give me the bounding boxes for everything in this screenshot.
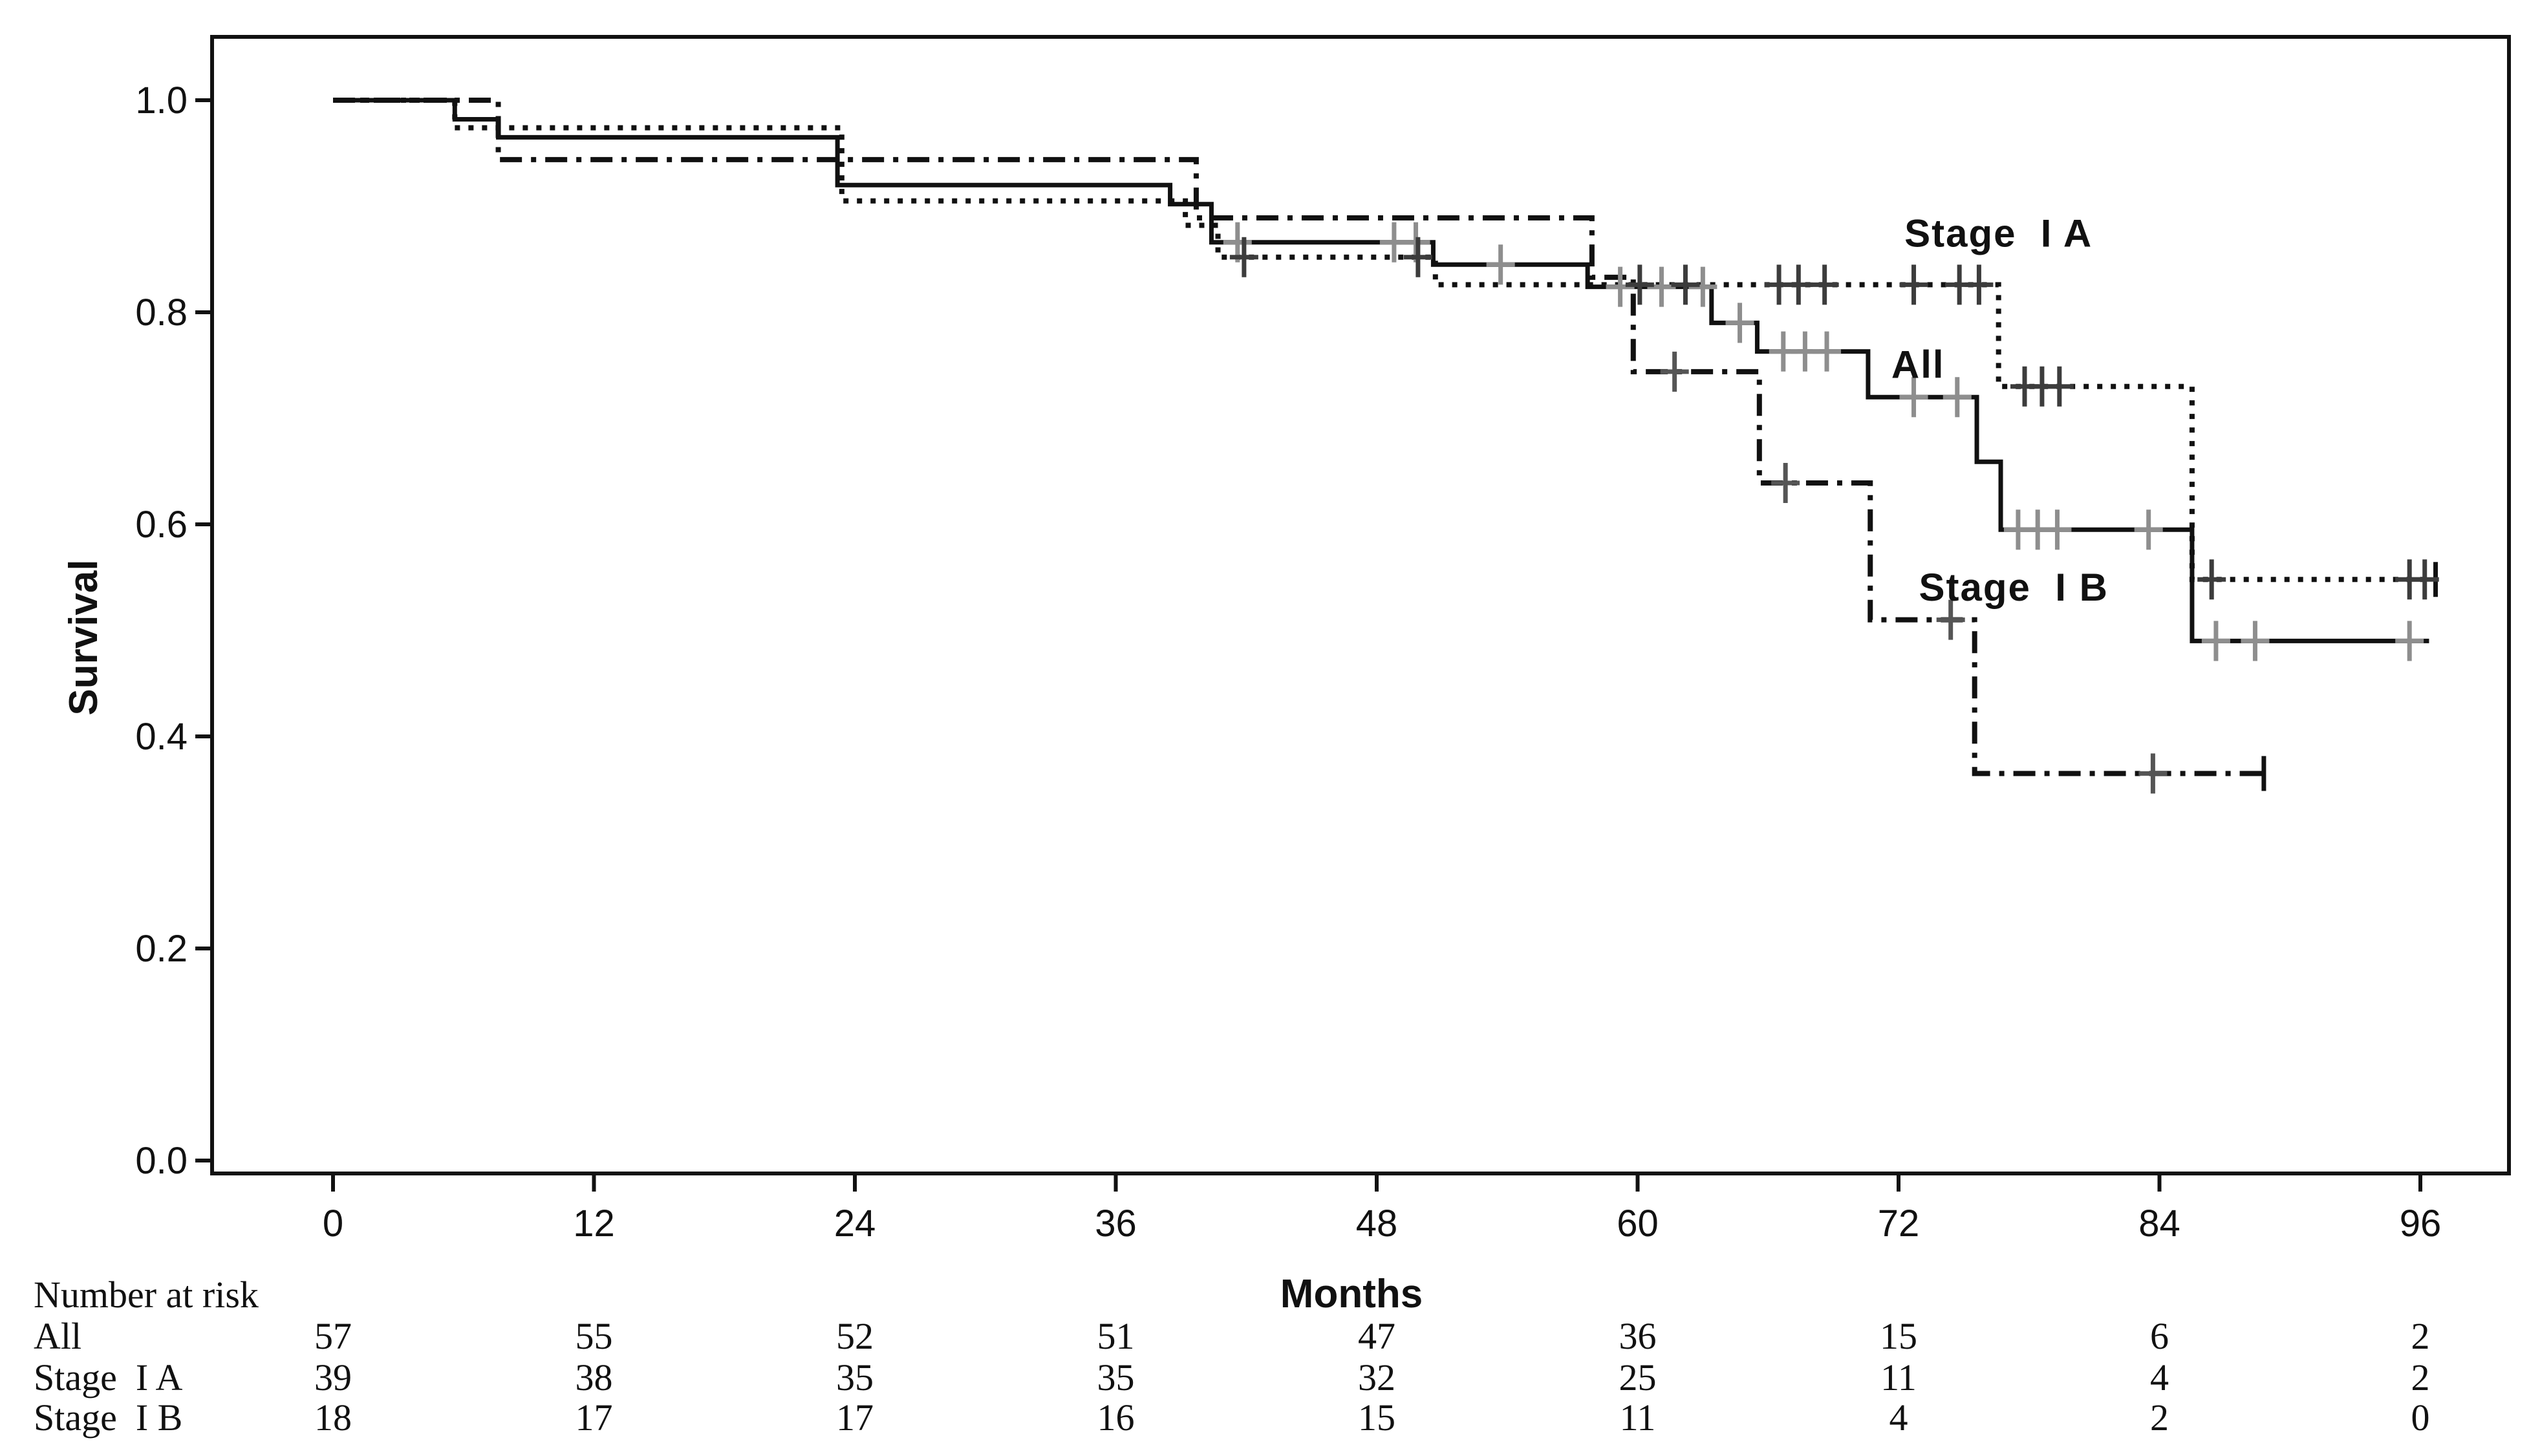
risk-count: 47 [1358, 1315, 1395, 1357]
y-tick-label: 0.6 [135, 504, 188, 546]
risk-count: 17 [576, 1397, 613, 1439]
survival-curve-stage-i-a [333, 98, 2436, 583]
censor-mark [2197, 559, 2226, 600]
censor-mark [1486, 244, 1515, 285]
risk-row-label: Stage I A [34, 1356, 182, 1398]
risk-count: 2 [2150, 1397, 2169, 1439]
risk-count: 2 [2411, 1356, 2430, 1398]
y-tick-label: 0.4 [135, 716, 188, 758]
risk-count: 15 [1880, 1315, 1917, 1357]
censor-mark [1725, 303, 1754, 343]
censor-mark [1625, 264, 1654, 305]
censor-mark [1899, 264, 1928, 305]
risk-row-label: Stage I B [34, 1397, 182, 1439]
risk-row-stage-ib: Stage I B 18 17 17 16 15 11 4 2 0 [34, 1397, 2430, 1439]
censor-mark [2045, 366, 2074, 407]
y-axis-title: Survival [61, 559, 106, 715]
censor-mark [2395, 621, 2424, 661]
y-tick-label: 0.2 [135, 928, 188, 970]
censor-mark [1813, 331, 1842, 372]
risk-row-stage-ia: Stage I A 39 38 35 35 32 25 11 4 2 [34, 1356, 2430, 1398]
y-tick-label: 0.8 [135, 292, 188, 334]
censor-mark [1936, 599, 1965, 640]
risk-count: 6 [2150, 1315, 2169, 1357]
curve-label-stage-i-a: Stage I A [1904, 211, 2093, 255]
censor-mark [2134, 509, 2163, 550]
risk-count: 15 [1358, 1397, 1395, 1439]
plot-frame [210, 35, 2511, 1175]
curve-label-stage-i-b: Stage I B [1919, 566, 2109, 609]
risk-count: 0 [2411, 1397, 2430, 1439]
censor-mark [1671, 264, 1700, 305]
censor-mark [1229, 237, 1258, 277]
x-tick-label: 48 [1356, 1203, 1398, 1245]
censor-mark [1899, 377, 1928, 418]
risk-count: 32 [1358, 1356, 1395, 1398]
censor-mark [1771, 463, 1800, 504]
y-tick-label: 1.0 [135, 80, 188, 122]
x-tick-label: 84 [2138, 1203, 2180, 1245]
x-tick-label: 36 [1095, 1203, 1137, 1245]
risk-row-all: All 57 55 52 51 47 36 15 6 2 [34, 1315, 2430, 1357]
number-at-risk-table: All 57 55 52 51 47 36 15 6 2 Stage I A 39 38 35 35 32 25… [34, 1315, 2430, 1439]
censor-mark [1810, 264, 1839, 305]
risk-count: 55 [576, 1315, 613, 1357]
survival-curve-all [333, 98, 2429, 643]
x-tick-label: 12 [573, 1203, 615, 1245]
risk-count: 4 [2150, 1356, 2169, 1398]
y-axis-ticks: 1.0 0.8 0.6 0.4 0.2 0.0 [135, 80, 212, 1182]
censor-mark [1403, 237, 1432, 277]
risk-count: 51 [1097, 1315, 1135, 1357]
x-axis-title: Months [1280, 1272, 1423, 1316]
risk-count: 36 [1619, 1315, 1657, 1357]
risk-count: 57 [314, 1315, 352, 1357]
censor-mark [1660, 351, 1689, 392]
censor-mark [2201, 621, 2230, 661]
censor-mark [1784, 264, 1813, 305]
risk-count: 25 [1619, 1356, 1657, 1398]
risk-count: 2 [2411, 1315, 2430, 1357]
censor-marks [1223, 222, 2439, 794]
risk-count: 52 [836, 1315, 874, 1357]
y-tick-label: 0.0 [135, 1140, 188, 1182]
risk-row-label: All [34, 1315, 81, 1357]
risk-count: 18 [314, 1397, 352, 1439]
censor-mark [1964, 264, 1994, 305]
x-tick-label: 96 [2400, 1203, 2442, 1245]
curve-labels: All Stage I A Stage I B [1891, 211, 2109, 609]
risk-count: 11 [1620, 1397, 1656, 1439]
censor-mark [2241, 621, 2270, 661]
censor-mark [2043, 509, 2072, 550]
x-tick-label: 60 [1617, 1203, 1659, 1245]
risk-count: 35 [836, 1356, 874, 1398]
censor-mark [2410, 559, 2439, 600]
x-tick-label: 0 [323, 1203, 343, 1245]
risk-count: 17 [836, 1397, 874, 1439]
x-axis-ticks: 0 12 24 36 48 60 72 84 96 [323, 1173, 2441, 1245]
curve-label-all: All [1891, 343, 1945, 387]
x-tick-label: 72 [1878, 1203, 1920, 1245]
risk-count: 38 [576, 1356, 613, 1398]
risk-count: 11 [1880, 1356, 1917, 1398]
risk-count: 39 [314, 1356, 352, 1398]
risk-count: 16 [1097, 1397, 1135, 1439]
risk-count: 35 [1097, 1356, 1135, 1398]
risk-table-header: Number at risk [34, 1274, 259, 1316]
censor-mark [1943, 377, 1972, 418]
x-tick-label: 24 [834, 1203, 876, 1245]
censor-mark [2138, 753, 2168, 794]
risk-count: 4 [1889, 1397, 1908, 1439]
